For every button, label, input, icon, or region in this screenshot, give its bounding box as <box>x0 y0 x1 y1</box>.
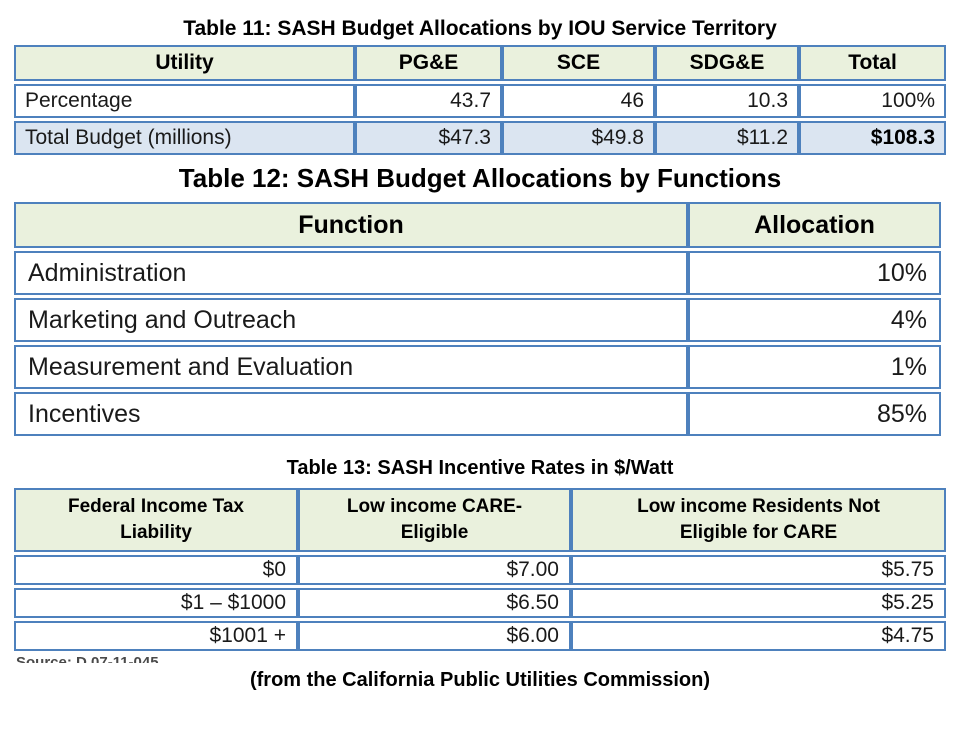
table13-mid-liability: $1 – $1000 <box>14 588 298 618</box>
table12-title: Table 12: SASH Budget Allocations by Fun… <box>178 163 782 193</box>
table12-header-function: Function <box>14 202 688 248</box>
table12-row-marketing: Marketing and Outreach 4% <box>14 298 941 342</box>
table12-row-incentives: Incentives 85% <box>14 392 941 436</box>
table13-row-zero: $0 $7.00 $5.75 <box>14 555 946 585</box>
table11-percentage-label: Percentage <box>14 84 355 118</box>
table12-measurement-label: Measurement and Evaluation <box>14 345 688 389</box>
table13-zero-noncare-rate: $5.75 <box>571 555 946 585</box>
table13-header-row: Federal Income Tax Liability Low income … <box>14 488 946 552</box>
table12-incentives-label: Incentives <box>14 392 688 436</box>
table11-header-sce: SCE <box>502 45 655 81</box>
table13-incentive-rates: Federal Income Tax Liability Low income … <box>14 485 946 654</box>
table13-title: Table 13: SASH Incentive Rates in $/Watt <box>286 457 674 479</box>
table12-row-administration: Administration 10% <box>14 251 941 295</box>
table12-measurement-value: 1% <box>688 345 941 389</box>
table11-percentage-total: 100% <box>799 84 946 118</box>
table11-percentage-pge: 43.7 <box>355 84 502 118</box>
table12-marketing-label: Marketing and Outreach <box>14 298 688 342</box>
table13-header-care-eligible-text: Low income CARE-Eligible <box>346 496 523 543</box>
table11-header-utility: Utility <box>14 45 355 81</box>
table13-zero-care-rate: $7.00 <box>298 555 571 585</box>
table13-high-care-rate: $6.00 <box>298 621 571 651</box>
table11-header-total: Total <box>799 45 946 81</box>
table11-title: Table 11: SASH Budget Allocations by IOU… <box>183 17 777 40</box>
table11-budget-total: $108.3 <box>799 121 946 155</box>
table11-budget-by-territory: Utility PG&E SCE SDG&E Total Percentage … <box>14 42 946 158</box>
table11-budget-pge: $47.3 <box>355 121 502 155</box>
table12-row-measurement: Measurement and Evaluation 1% <box>14 345 941 389</box>
table11-percentage-sce: 46 <box>502 84 655 118</box>
table13-header-tax-liability: Federal Income Tax Liability <box>14 488 298 552</box>
table13-high-noncare-rate: $4.75 <box>571 621 946 651</box>
table11-budget-label: Total Budget (millions) <box>14 121 355 155</box>
table13-high-liability: $1001 + <box>14 621 298 651</box>
table13-row-1-1000: $1 – $1000 $6.50 $5.25 <box>14 588 946 618</box>
table13-zero-liability: $0 <box>14 555 298 585</box>
table12-header-row: Function Allocation <box>14 202 941 248</box>
table13-header-care-eligible: Low income CARE-Eligible <box>298 488 571 552</box>
table12-header-allocation: Allocation <box>688 202 941 248</box>
table13-mid-noncare-rate: $5.25 <box>571 588 946 618</box>
table11-budget-sdge: $11.2 <box>655 121 799 155</box>
table13-header-tax-liability-text: Federal Income Tax Liability <box>68 496 244 543</box>
table11-budget-sce: $49.8 <box>502 121 655 155</box>
table11-percentage-sdge: 10.3 <box>655 84 799 118</box>
table11-header-sdge: SDG&E <box>655 45 799 81</box>
table11-row-total-budget: Total Budget (millions) $47.3 $49.8 $11.… <box>14 121 946 155</box>
source-note-clipped: Source: D.07-11-045 <box>16 654 159 663</box>
table13-row-1001-plus: $1001 + $6.00 $4.75 <box>14 621 946 651</box>
table12-administration-label: Administration <box>14 251 688 295</box>
table13-header-not-care-eligible-text: Low income Residents Not Eligible for CA… <box>637 496 880 543</box>
table13-mid-care-rate: $6.50 <box>298 588 571 618</box>
table11-header-row: Utility PG&E SCE SDG&E Total <box>14 45 946 81</box>
table13-header-not-care-eligible: Low income Residents Not Eligible for CA… <box>571 488 946 552</box>
table11-header-pge: PG&E <box>355 45 502 81</box>
table12-budget-by-function: Function Allocation Administration 10% M… <box>14 199 941 439</box>
table11-row-percentage: Percentage 43.7 46 10.3 100% <box>14 84 946 118</box>
table12-incentives-value: 85% <box>688 392 941 436</box>
table12-administration-value: 10% <box>688 251 941 295</box>
table12-marketing-value: 4% <box>688 298 941 342</box>
page-caption: (from the California Public Utilities Co… <box>249 669 711 691</box>
